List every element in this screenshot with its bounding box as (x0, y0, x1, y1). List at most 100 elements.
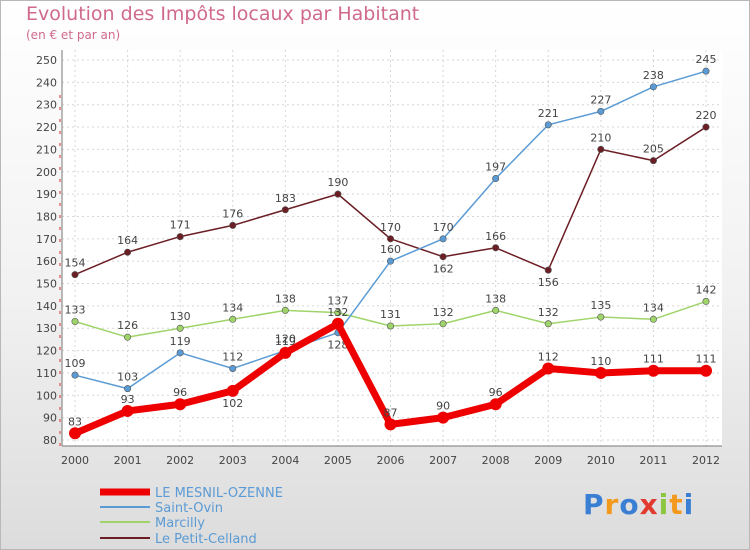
y-tick-label: 130 (36, 322, 57, 335)
data-label: 112 (538, 350, 559, 363)
x-tick-label: 2006 (377, 454, 405, 467)
data-point (649, 157, 657, 165)
data-point (331, 317, 344, 330)
data-label: 166 (485, 230, 506, 243)
data-label: 111 (696, 353, 717, 366)
y-tick-label: 110 (36, 367, 57, 380)
data-label: 134 (643, 301, 664, 314)
x-tick-label: 2009 (534, 454, 562, 467)
legend-label: LE MESNIL-OZENNE (155, 486, 283, 501)
data-label: 132 (538, 306, 559, 319)
data-point (281, 306, 289, 314)
data-point (71, 371, 79, 379)
data-point (702, 123, 710, 131)
data-point (386, 235, 394, 243)
data-label: 171 (170, 219, 191, 232)
data-point (226, 384, 239, 397)
data-label: 109 (65, 357, 86, 370)
data-point (281, 206, 289, 214)
data-point (124, 248, 132, 256)
y-tick-label: 210 (36, 143, 57, 156)
data-label: 119 (170, 335, 191, 348)
data-label: 130 (170, 310, 191, 323)
data-point (386, 257, 394, 265)
data-label: 83 (68, 415, 82, 428)
data-point (229, 221, 237, 229)
data-label: 170 (380, 221, 401, 234)
data-point (121, 404, 134, 417)
legend-label: Marcilly (155, 516, 205, 531)
data-label: 96 (173, 386, 187, 399)
data-point (597, 107, 605, 115)
data-point (69, 427, 81, 440)
data-point (542, 362, 555, 375)
data-point (174, 398, 187, 411)
data-point (71, 271, 79, 279)
data-label: 220 (696, 109, 717, 122)
data-label: 132 (327, 306, 348, 319)
y-tick-label: 230 (36, 99, 57, 112)
data-point (439, 235, 447, 243)
x-tick-label: 2002 (166, 454, 194, 467)
data-label: 170 (433, 221, 454, 234)
x-tick-label: 2005 (324, 454, 352, 467)
data-label: 93 (121, 393, 135, 406)
data-label: 205 (643, 143, 664, 156)
data-point (649, 83, 657, 91)
data-label: 87 (384, 406, 398, 419)
x-tick-label: 2008 (482, 454, 510, 467)
data-label: 176 (222, 207, 243, 220)
data-point (702, 297, 710, 305)
x-tick-label: 2001 (114, 454, 142, 467)
data-label: 120 (275, 333, 296, 346)
data-label: 128 (327, 339, 348, 352)
y-tick-label: 120 (36, 345, 57, 358)
data-label: 133 (65, 304, 86, 317)
data-point (439, 253, 447, 261)
data-point (544, 266, 552, 274)
data-label: 96 (489, 386, 503, 399)
data-point (229, 364, 237, 372)
data-label: 142 (696, 283, 717, 296)
data-label: 164 (117, 234, 138, 247)
legend-label: Saint-Ovin (155, 501, 223, 516)
data-point (334, 190, 342, 198)
data-point (489, 398, 502, 411)
y-tick-label: 240 (36, 76, 57, 89)
x-tick-label: 2004 (271, 454, 299, 467)
data-point (229, 315, 237, 323)
data-point (597, 145, 605, 153)
data-point (702, 67, 710, 75)
data-label: 112 (222, 350, 243, 363)
x-tick-label: 2007 (429, 454, 457, 467)
x-tick-label: 2000 (61, 454, 89, 467)
data-label: 134 (222, 301, 243, 314)
data-point (439, 320, 447, 328)
data-label: 156 (538, 276, 559, 289)
data-label: 119 (275, 335, 296, 348)
data-label: 245 (696, 53, 717, 66)
data-label: 154 (65, 257, 86, 270)
data-label: 238 (643, 69, 664, 82)
y-tick-label: 250 (36, 54, 57, 67)
data-label: 221 (538, 107, 559, 120)
chart-title: Evolution des Impôts locaux par Habitant (26, 3, 420, 25)
x-tick-label: 2003 (219, 454, 247, 467)
y-tick-label: 200 (36, 166, 57, 179)
data-point (594, 366, 607, 379)
x-tick-label: 2011 (639, 454, 667, 467)
proxiti-logo: Proxiti (583, 488, 695, 521)
data-label: 190 (327, 176, 348, 189)
data-label: 90 (436, 400, 450, 413)
y-tick-label: 180 (36, 210, 57, 223)
data-point (544, 320, 552, 328)
y-tick-label: 150 (36, 278, 57, 291)
data-point (176, 324, 184, 332)
data-label: 126 (117, 319, 138, 332)
data-label: 138 (275, 292, 296, 305)
data-label: 210 (590, 131, 611, 144)
data-point (124, 385, 132, 393)
legend-label: Le Petit-Celland (155, 532, 257, 547)
data-label: 102 (222, 397, 243, 410)
